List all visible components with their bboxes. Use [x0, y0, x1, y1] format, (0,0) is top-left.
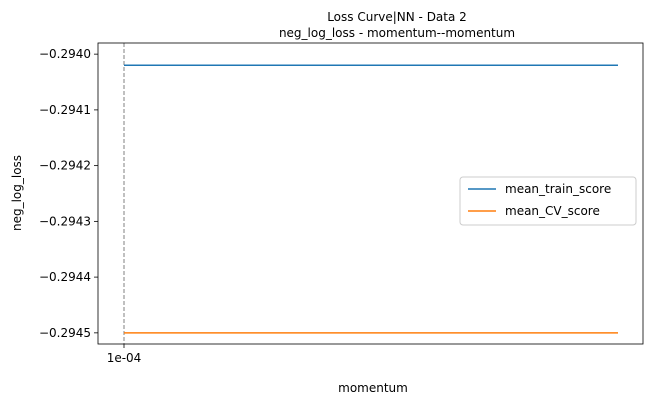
plot-area [123, 43, 618, 344]
legend: mean_train_score mean_CV_score [459, 176, 637, 226]
x-tick-label: 1e-04 [107, 351, 142, 365]
y-axis-label: neg_log_loss [10, 155, 24, 231]
chart-subtitle: neg_log_loss - momentum--momentum [279, 26, 515, 40]
legend-box [459, 176, 637, 226]
y-tick-label: −0.2940 [39, 47, 91, 61]
legend-label: mean_train_score [505, 182, 611, 196]
y-tick-label: −0.2942 [39, 159, 91, 173]
axes-frame [97, 42, 644, 345]
y-tick-label: −0.2943 [39, 214, 91, 228]
y-tick-label: −0.2944 [39, 270, 91, 284]
legend-label: mean_CV_score [505, 204, 600, 218]
chart-title: Loss Curve|NN - Data 2 [327, 10, 467, 24]
x-axis-label: momentum [338, 381, 408, 395]
y-tick-label: −0.2941 [39, 103, 91, 117]
axes: −0.2940 −0.2941 −0.2942 −0.2943 −0.2944 −0.29… [39, 42, 644, 365]
y-tick-label: −0.2945 [39, 326, 91, 340]
